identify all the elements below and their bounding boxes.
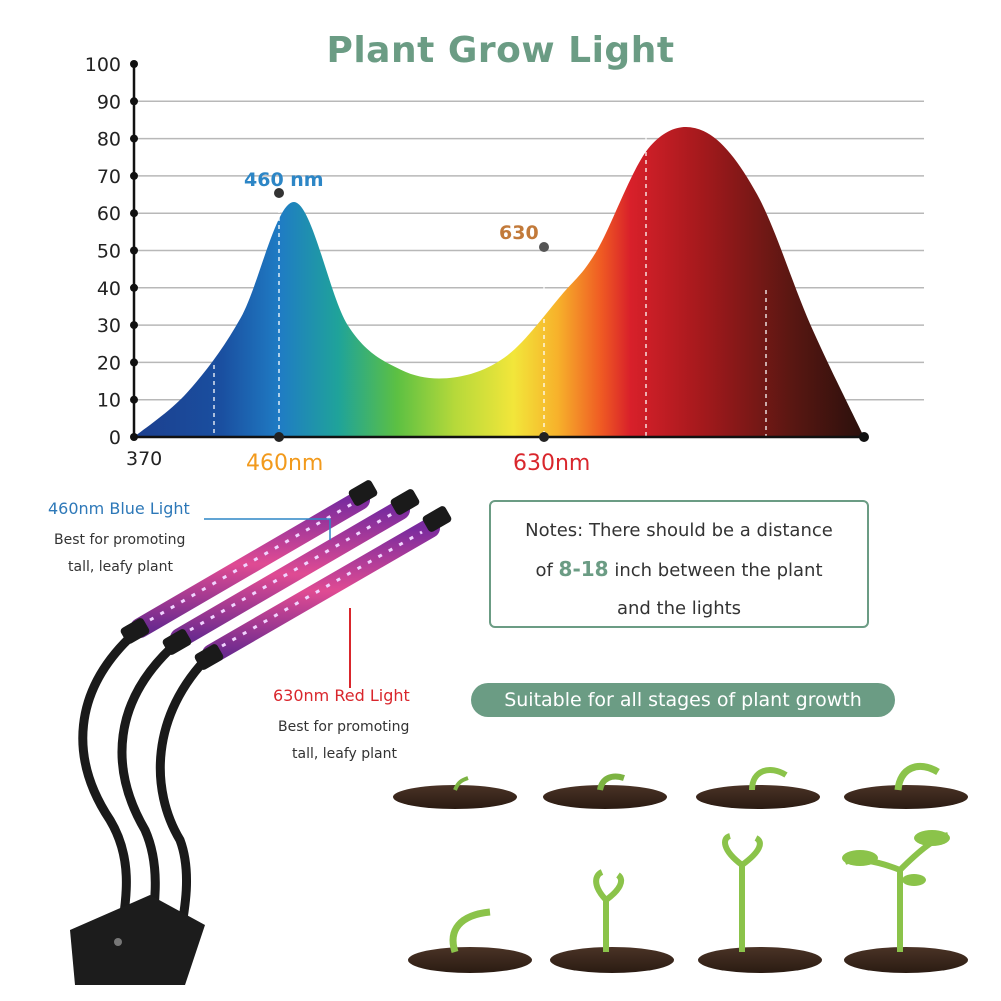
light-tube-3 [194,506,452,670]
y-tick-label: 100 [85,54,121,76]
note-line-3: and the lights [616,598,742,619]
note-line-1: Notes: There should be a distance [525,520,833,541]
y-tick-dot [130,209,138,218]
y-tick-dot [130,433,138,441]
guide-lines [213,136,767,437]
y-tick-label: 20 [97,352,121,374]
x-marker-630 [539,432,549,442]
peak-marker-460 [274,188,284,198]
spectrum-chart: 0 10 20 30 40 50 60 70 80 90 100 370 460nm 630nm 4… [85,54,924,476]
y-tick-label: 70 [97,166,121,188]
peak-label-460: 460 nm [244,169,324,191]
seedling-row-2 [408,830,968,973]
y-tick-label: 80 [97,129,121,151]
x-label-630: 630nm [513,451,590,476]
desk-clip [70,895,205,985]
y-tick-dot [130,60,138,68]
note-line-2: of 8-18 inch between the plant [535,557,823,581]
light-tube-2 [162,489,420,655]
distance-value: 8-18 [558,557,609,581]
y-tick-label: 40 [97,278,121,300]
blue-light-desc-1: Best for promoting [54,532,186,548]
growth-stage-banner: Suitable for all stages of plant growth [471,683,895,717]
chart-title: Plant Grow Light [326,30,675,71]
y-tick-dot [130,395,138,404]
peak-marker-630 [539,242,549,252]
y-tick-dot [130,171,138,180]
x-axis-end [859,432,869,442]
light-tube-1 [120,480,378,644]
y-tick-label: 0 [109,427,121,449]
red-light-desc-1: Best for promoting [278,719,410,735]
y-tick-label: 30 [97,315,121,337]
y-tick-label: 60 [97,203,121,225]
y-tick-label: 10 [97,390,121,412]
red-light-desc-2: tall, leafy plant [292,746,397,762]
x-start-label: 370 [126,448,162,470]
y-tick-label: 90 [97,91,121,113]
y-tick-dot [130,246,138,255]
seedling-row-1 [393,762,968,809]
blue-light-title: 460nm Blue Light [48,499,190,518]
y-tick-dot [130,358,138,367]
peak-label-630: 630 [499,222,539,244]
spectrum-area [134,126,864,438]
y-tick-dot [130,97,138,106]
y-ticks: 0 10 20 30 40 50 60 70 80 90 100 [85,54,138,449]
x-label-460: 460nm [246,451,323,476]
distance-note: Notes: There should be a distance of 8-1… [489,500,869,628]
grow-light-illustration [70,480,968,985]
y-tick-dot [130,321,138,330]
red-light-title: 630nm Red Light [273,686,410,705]
y-tick-dot [130,134,138,143]
y-tick-label: 50 [97,241,121,263]
y-tick-dot [130,283,138,292]
x-marker-460 [274,432,284,442]
blue-light-desc-2: tall, leafy plant [68,559,173,575]
